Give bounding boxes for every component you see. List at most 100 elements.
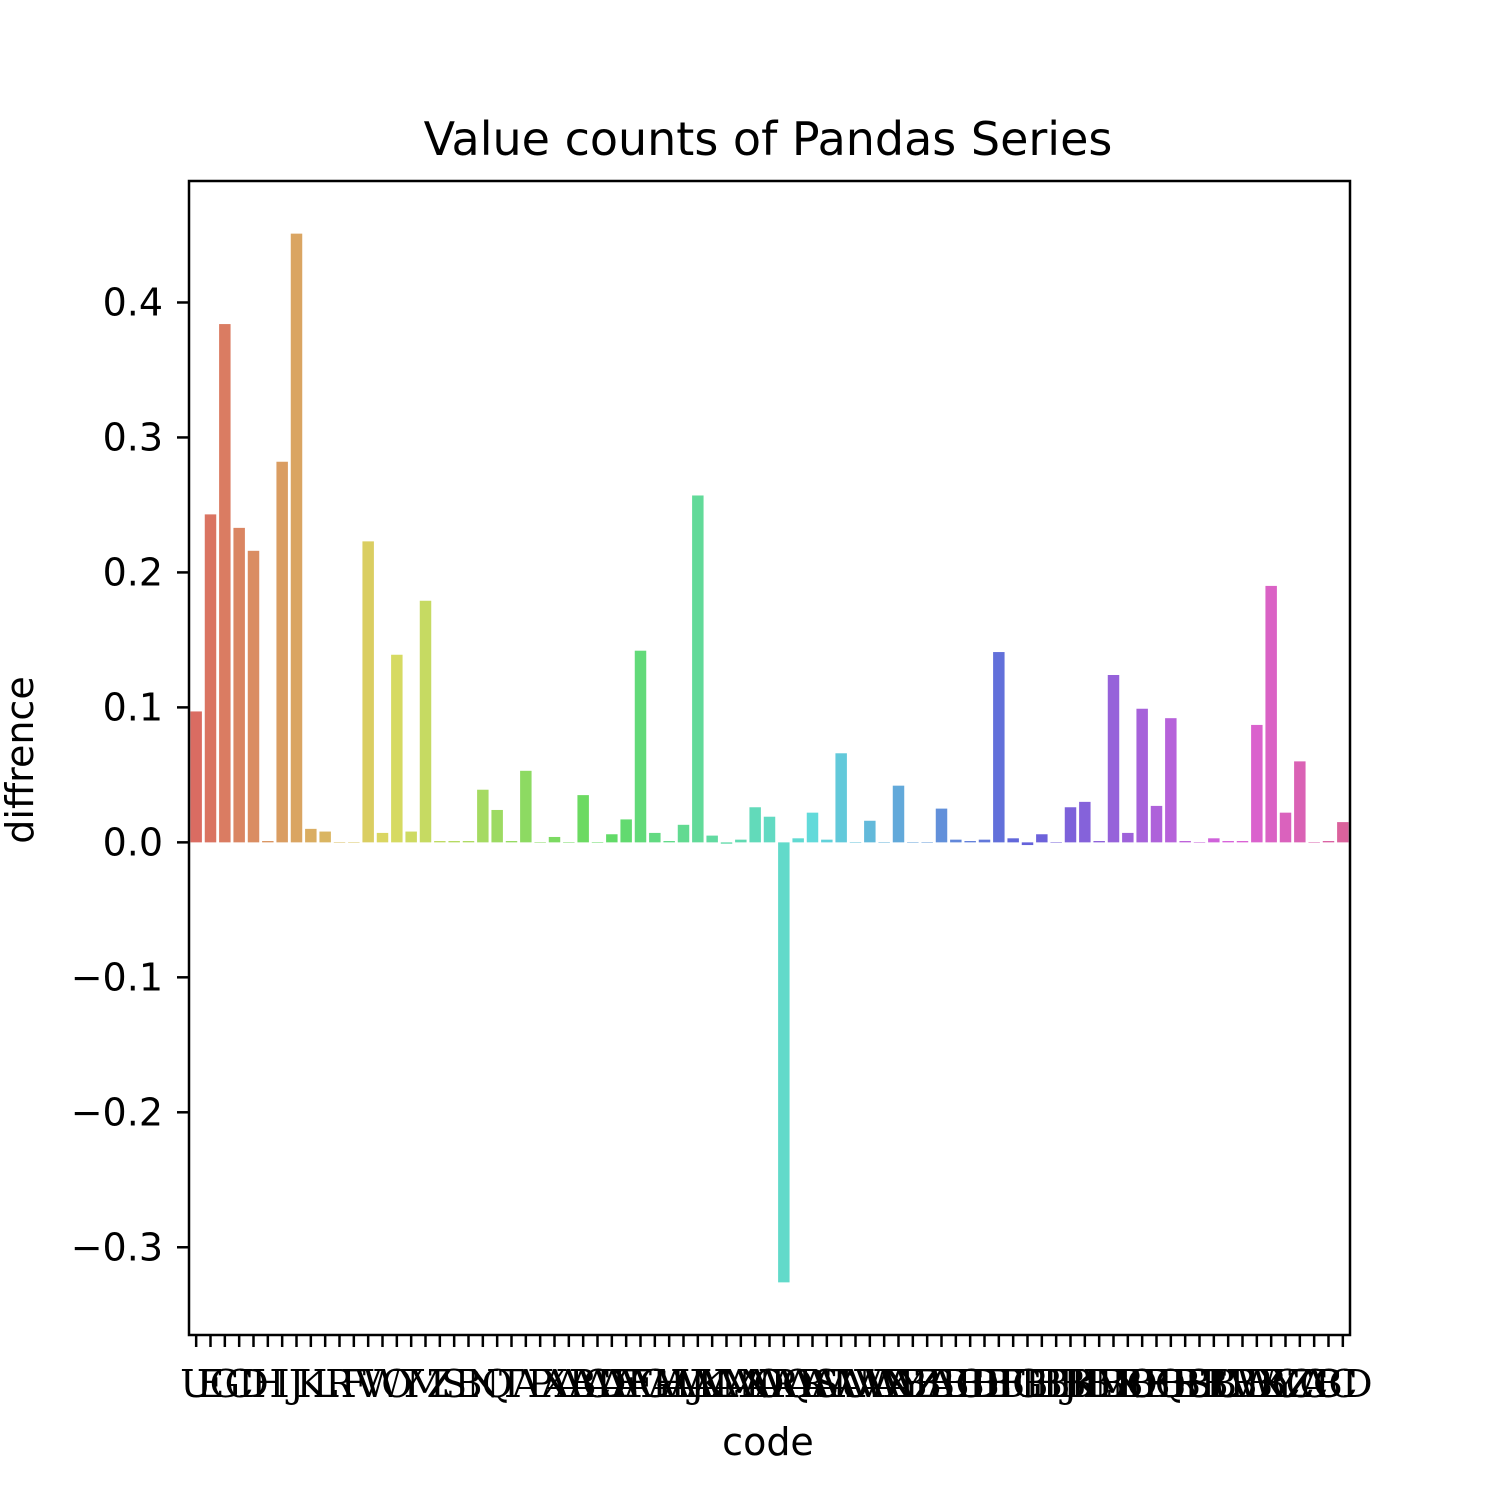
bar-N <box>477 789 489 843</box>
bar-G <box>219 324 231 843</box>
x-tick-label: U <box>180 1362 212 1406</box>
bar-AO <box>749 807 761 843</box>
x-tick-label: AB <box>540 1362 596 1406</box>
bar-AC <box>577 795 589 843</box>
bar-BZ <box>1279 812 1292 843</box>
x-tick-label: BY <box>1245 1362 1298 1406</box>
bar-AU <box>835 753 847 843</box>
y-tick-label: 0.0 <box>103 820 163 864</box>
bar-AF <box>620 819 632 843</box>
x-tick-label: Q <box>482 1362 513 1406</box>
bar-P <box>534 842 546 843</box>
bar-S <box>448 841 460 843</box>
x-tick-label: CB <box>1286 1362 1343 1406</box>
x-tick-label: CA <box>1272 1362 1329 1406</box>
x-tick-label: J <box>285 1362 304 1406</box>
bar-T <box>505 841 518 843</box>
x-tick-label: K <box>297 1362 326 1406</box>
bar-BP <box>1136 708 1148 843</box>
x-tick-label: BT <box>1173 1362 1226 1406</box>
x-tick-label: BO <box>1098 1362 1158 1406</box>
bar-CB <box>1308 842 1320 843</box>
bar-AJ <box>677 824 690 843</box>
x-tick-label: BH <box>997 1362 1058 1406</box>
bar-BS <box>1179 841 1191 843</box>
x-tick-label: R <box>325 1362 355 1406</box>
x-tick-label: BC <box>927 1362 985 1406</box>
bar-AE <box>606 834 618 843</box>
x-tick-label: BF <box>972 1362 1026 1406</box>
bar-BB <box>935 808 948 843</box>
x-tick-label: BZ <box>1258 1362 1312 1406</box>
x-tick-label: M <box>406 1362 445 1406</box>
bar-R <box>333 842 346 843</box>
bar-BN <box>1107 674 1120 843</box>
x-tick-label: P <box>527 1362 553 1406</box>
x-tick-label: S <box>441 1362 467 1406</box>
bar-Q <box>491 809 503 843</box>
y-axis-label: diffrence <box>0 676 42 843</box>
x-tick-label: AP <box>742 1362 796 1406</box>
x-tick-label: AI <box>647 1362 690 1406</box>
x-tick-label: BD <box>941 1362 999 1406</box>
bar-AW <box>864 820 876 843</box>
x-tick-label: AT <box>800 1362 852 1406</box>
x-tick-label: BV <box>1200 1362 1256 1406</box>
bar-AQ <box>778 842 790 1283</box>
x-tick-label: L <box>313 1362 338 1406</box>
x-tick-label: AR <box>769 1362 827 1406</box>
bar-BJ <box>1050 842 1062 843</box>
bar-BL <box>1079 801 1091 843</box>
bar-I <box>276 461 288 843</box>
bar-D <box>247 550 260 843</box>
y-axis-ticks: −0.3 −0.2 −0.1 0.0 0.1 0.2 0.3 0.4 <box>71 280 189 1269</box>
bar-AX <box>878 842 890 843</box>
bar-AR <box>792 838 804 843</box>
bars-group <box>190 233 1349 1283</box>
x-tick-label: BW <box>1209 1362 1276 1406</box>
x-tick-label: C <box>225 1362 254 1406</box>
x-tick-label: AQ <box>754 1362 814 1406</box>
x-tick-label: BP <box>1115 1362 1169 1406</box>
x-tick-label: BG <box>984 1362 1043 1406</box>
x-tick-label: Z <box>427 1362 453 1406</box>
y-tick-label: 0.1 <box>103 685 163 729</box>
bar-E <box>204 514 217 843</box>
bar-B <box>462 841 475 843</box>
x-tick-label: V <box>353 1362 382 1406</box>
x-tick-label: AS <box>785 1362 839 1406</box>
x-tick-label: AM <box>692 1362 759 1406</box>
x-tick-label: BA <box>899 1362 955 1406</box>
bar-O <box>391 654 403 843</box>
x-tick-label: BK <box>1042 1362 1099 1406</box>
bar-AH <box>649 832 661 843</box>
bar-H <box>262 841 274 843</box>
bar-X <box>548 836 561 843</box>
x-tick-label: AF <box>598 1362 653 1406</box>
bar-BF <box>993 652 1005 843</box>
bar-BH <box>1021 842 1034 846</box>
bar-BC <box>950 839 962 843</box>
x-tick-label: AY <box>872 1362 925 1406</box>
x-tick-label: AN <box>709 1362 771 1406</box>
x-tick-label: BX <box>1229 1362 1284 1406</box>
x-tick-label: A <box>511 1362 540 1406</box>
x-tick-label: AL <box>685 1362 739 1406</box>
bar-BG <box>1007 838 1019 843</box>
bar-BA <box>921 842 933 843</box>
bar-AD <box>591 842 604 843</box>
x-tick-label: BS <box>1158 1362 1212 1406</box>
bar-BY <box>1265 585 1277 843</box>
bar-U <box>190 711 202 843</box>
x-tick-label: AO <box>725 1362 785 1406</box>
bar-AL <box>706 835 718 843</box>
x-tick-label: AD <box>568 1362 627 1406</box>
bar-AK <box>692 495 704 843</box>
y-tick-label: −0.1 <box>71 955 163 999</box>
x-tick-label: H <box>251 1362 284 1406</box>
x-tick-label: AC <box>554 1362 612 1406</box>
bar-CC <box>1322 841 1335 843</box>
bar-AV <box>849 842 862 843</box>
x-tick-label: O <box>381 1362 412 1406</box>
